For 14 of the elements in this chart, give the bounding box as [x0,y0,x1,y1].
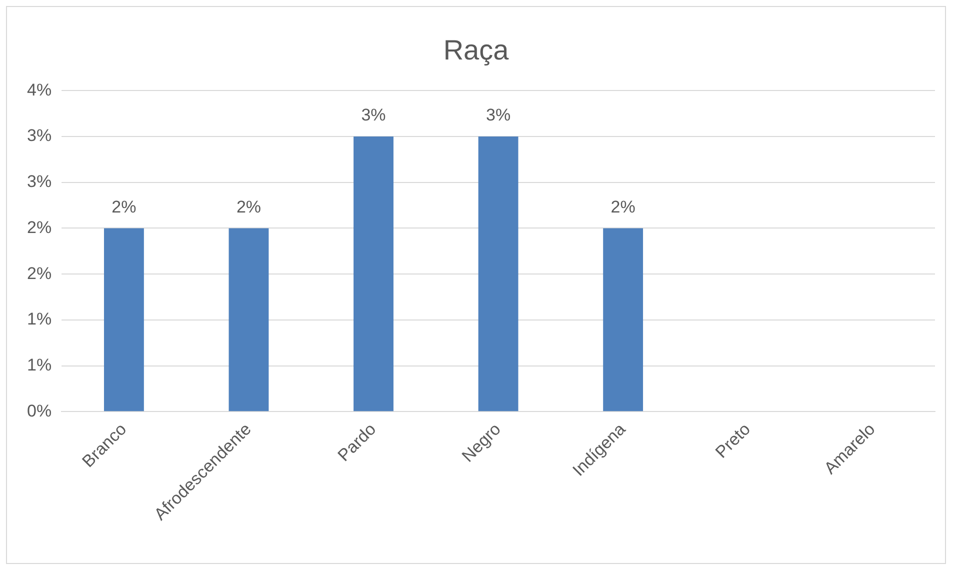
y-tick-label: 1% [26,310,52,329]
data-label: 3% [361,106,386,125]
chart-title: Raça [443,34,510,66]
data-label: 2% [236,197,262,216]
y-tick-label: 3% [26,172,52,192]
y-tick-label: 2% [26,218,52,237]
y-tick-label: 4% [26,80,52,100]
y-tick-label: 3% [26,126,52,146]
y-tick-label: 2% [26,264,52,283]
y-tick-label: 0% [26,401,52,420]
data-label: 2% [610,197,636,216]
y-tick-label: 1% [26,356,52,375]
data-label: 2% [112,197,136,216]
data-label: 3% [486,106,511,125]
